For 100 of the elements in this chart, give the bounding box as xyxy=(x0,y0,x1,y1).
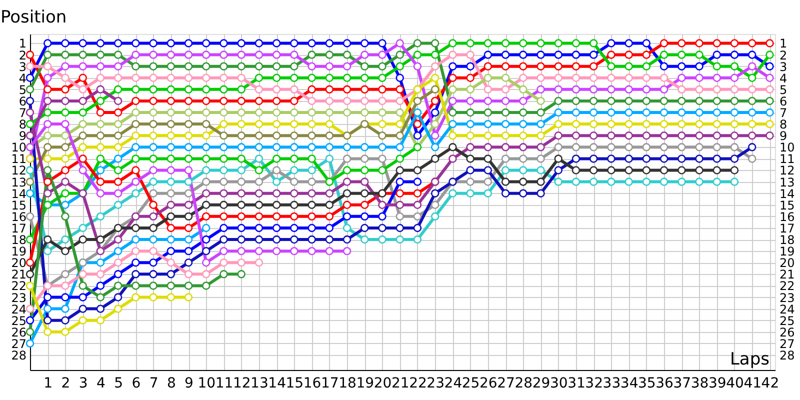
point xyxy=(44,132,52,140)
point xyxy=(254,50,264,59)
point xyxy=(220,258,228,267)
point xyxy=(342,200,352,209)
point xyxy=(166,178,176,186)
y-tick-label: 8 xyxy=(18,118,26,132)
point xyxy=(202,282,210,290)
x-tick-label: 34 xyxy=(620,376,638,392)
point xyxy=(166,166,176,174)
point xyxy=(184,178,193,186)
point xyxy=(308,120,316,128)
point xyxy=(254,189,264,198)
point xyxy=(519,85,528,94)
point xyxy=(342,189,352,198)
point xyxy=(501,143,510,152)
point xyxy=(748,50,756,59)
y2-tick-label: 22 xyxy=(780,279,795,294)
point xyxy=(695,50,704,59)
point xyxy=(748,154,756,163)
point xyxy=(26,120,34,128)
point xyxy=(413,166,422,174)
y-tick-label: 10 xyxy=(11,140,26,155)
point xyxy=(220,154,228,163)
point xyxy=(484,108,492,117)
point xyxy=(149,143,158,152)
point xyxy=(96,235,105,244)
point xyxy=(149,120,158,128)
point xyxy=(642,74,651,82)
point xyxy=(466,166,474,174)
point xyxy=(325,108,334,117)
point xyxy=(484,96,492,106)
point xyxy=(96,154,105,163)
point xyxy=(114,282,122,290)
point xyxy=(254,212,264,221)
point xyxy=(748,85,756,94)
y2-tick-label: 28 xyxy=(780,348,795,362)
point xyxy=(166,246,176,256)
point xyxy=(730,85,739,94)
point xyxy=(519,189,528,198)
point xyxy=(254,62,264,70)
point xyxy=(642,143,651,152)
point xyxy=(660,154,668,163)
point xyxy=(325,39,334,48)
y-tick-label: 11 xyxy=(11,152,26,166)
point xyxy=(712,50,721,59)
point xyxy=(78,282,87,290)
point xyxy=(730,74,739,82)
point xyxy=(430,39,440,48)
point xyxy=(396,224,404,232)
y-axis-title: Position xyxy=(0,8,67,28)
point xyxy=(730,50,739,59)
point xyxy=(572,143,580,152)
point xyxy=(325,132,334,140)
point xyxy=(96,258,105,267)
point xyxy=(78,166,87,174)
point xyxy=(766,108,774,117)
point xyxy=(78,293,87,302)
x-axis-title: Laps xyxy=(730,350,770,370)
point xyxy=(308,212,316,221)
point xyxy=(695,74,704,82)
point xyxy=(272,189,281,198)
point xyxy=(501,62,510,70)
point xyxy=(78,224,87,232)
point xyxy=(237,154,246,163)
point xyxy=(237,108,246,117)
point xyxy=(290,120,298,128)
y2-tick-label: 14 xyxy=(780,186,795,201)
point xyxy=(290,96,298,106)
point xyxy=(607,143,616,152)
point xyxy=(448,62,457,70)
y2-tick-label: 5 xyxy=(780,82,788,97)
point xyxy=(202,50,210,59)
x-tick-label: 38 xyxy=(690,376,709,392)
point xyxy=(184,50,193,59)
point xyxy=(448,154,457,163)
point xyxy=(396,200,404,209)
point xyxy=(237,62,246,70)
point xyxy=(624,62,633,70)
y2-tick-label: 1 xyxy=(780,36,788,51)
point xyxy=(342,154,352,163)
point xyxy=(149,293,158,302)
point xyxy=(554,74,562,82)
point xyxy=(730,62,739,70)
point xyxy=(360,154,369,163)
point xyxy=(202,178,210,186)
point xyxy=(484,143,492,152)
point xyxy=(501,50,510,59)
point xyxy=(378,154,386,163)
y-tick-label: 26 xyxy=(11,325,26,340)
point xyxy=(114,166,122,174)
point xyxy=(360,62,369,70)
point xyxy=(132,74,140,82)
point xyxy=(61,85,70,94)
point xyxy=(536,143,545,152)
point xyxy=(114,62,122,70)
point xyxy=(149,178,158,186)
point xyxy=(237,178,246,186)
point xyxy=(396,39,404,48)
point xyxy=(290,143,298,152)
point xyxy=(501,178,510,186)
